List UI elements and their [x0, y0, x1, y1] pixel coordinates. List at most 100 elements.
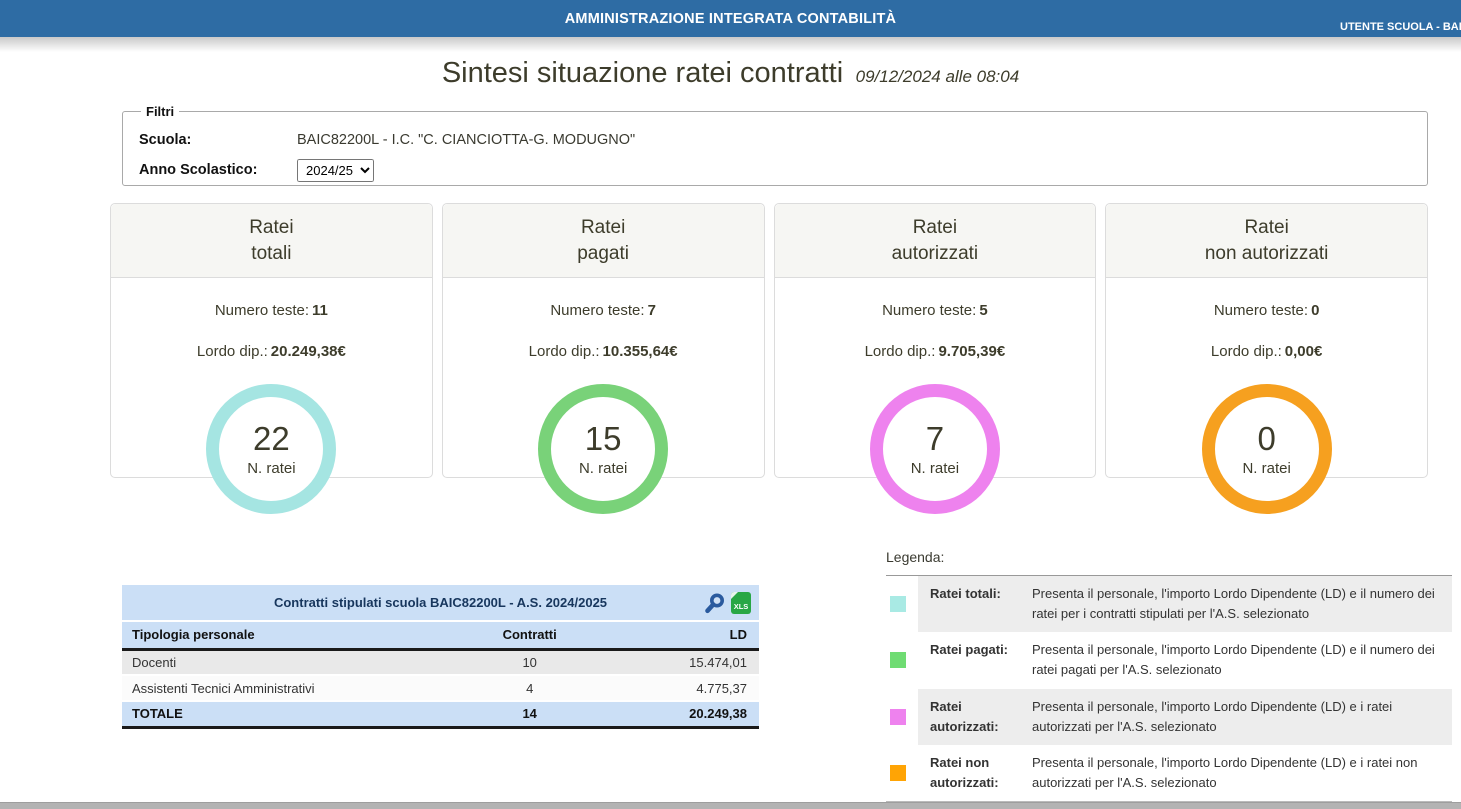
summary-cards: Ratei totali Numero teste: 11 Lordo dip.:…: [110, 203, 1428, 514]
legend-swatch-cell: [886, 688, 918, 745]
ratei-non-autorizzati-swatch: [890, 764, 906, 781]
numero-teste-label: Numero teste:: [1213, 302, 1309, 319]
lordo-dip-value: 10.355,64€: [602, 343, 678, 360]
cell-tipologia: TOTALE: [122, 701, 441, 729]
search-icon[interactable]: [703, 591, 727, 615]
ratei-count-label: N. ratei: [247, 460, 296, 478]
ratei-count: 7: [925, 419, 945, 457]
school-value: BAIC82200L - I.C. "C. CIANCIOTTA-G. MODU…: [297, 132, 636, 148]
legend-row-ratei-autorizzati: Ratei autorizzati: Presenta il personale…: [886, 688, 1452, 745]
contracts-table-title: Contratti stipulati scuola BAIC82200L - …: [273, 595, 608, 610]
card-title-line2: totali: [251, 242, 292, 264]
legend-label: Ratei totali:: [930, 586, 1001, 601]
col-header-tipologia: Tipologia personale: [122, 622, 441, 651]
lordo-dip-label: Lordo dip.:: [1210, 343, 1282, 360]
ratei-pagati-circle: 15 N. ratei: [538, 384, 669, 514]
cell-contratti: 4: [440, 675, 619, 702]
export-xls-icon[interactable]: XLS: [731, 591, 751, 614]
lordo-dip-label: Lordo dip.:: [864, 343, 936, 360]
legend-title: Legenda:: [886, 549, 945, 565]
lordo-dip-line: Lordo dip.: 9.705,39€: [775, 343, 1096, 360]
school-label: Scuola:: [139, 132, 192, 148]
cell-tipologia: Assistenti Tecnici Amministrativi: [122, 675, 441, 702]
filters-legend: Filtri: [146, 104, 175, 119]
card-title-line2: non autorizzati: [1204, 242, 1329, 264]
lordo-dip-label: Lordo dip.:: [528, 343, 600, 360]
contracts-header-row: Tipologia personale Contratti LD: [122, 622, 759, 651]
legend-row-content: Ratei non autorizzati: Presenta il perso…: [918, 745, 1452, 801]
card-ratei-non-autorizzati-header: Ratei non autorizzati: [1106, 204, 1427, 278]
numero-teste-line: Numero teste: 7: [443, 302, 764, 319]
card-ratei-non-autorizzati: Ratei non autorizzati Numero teste: 0 Lor…: [1105, 203, 1428, 514]
numero-teste-value: 0: [1311, 302, 1320, 319]
ratei-totali-swatch: [890, 596, 906, 613]
cell-contratti: 10: [440, 649, 619, 676]
legend-row-content: Ratei totali: Presenta il personale, l'i…: [918, 576, 1452, 633]
cell-tipologia: Docenti: [122, 649, 441, 676]
card-ratei-pagati-header: Ratei pagati: [442, 204, 764, 278]
ratei-count: 0: [1257, 419, 1276, 457]
legend-row-content: Ratei pagati: Presenta il personale, l'i…: [918, 632, 1452, 688]
card-ratei-totali: Ratei totali Numero teste: 11 Lordo dip.:…: [110, 203, 433, 514]
legend-label: Ratei pagati:: [930, 642, 1009, 658]
legend-swatch-cell: [886, 744, 918, 802]
numero-teste-value: 7: [647, 302, 656, 319]
card-ratei-totali-header: Ratei totali: [111, 204, 432, 278]
numero-teste-line: Numero teste: 11: [111, 302, 432, 319]
legend-swatch-cell: [886, 632, 918, 689]
filters-fieldset: Filtri Scuola: BAIC82200L - I.C. "C. CIA…: [122, 104, 1428, 186]
numero-teste-label: Numero teste:: [214, 302, 310, 319]
table-row-ata: Assistenti Tecnici Amministrativi 4 4.77…: [122, 675, 759, 702]
filter-school-row: Scuola: BAIC82200L - I.C. "C. CIANCIOTTA…: [139, 127, 1411, 153]
numero-teste-label: Numero teste:: [882, 302, 977, 319]
legend-description: Presenta il personale, l'importo Lordo D…: [1032, 698, 1393, 734]
ratei-count-label: N. ratei: [578, 460, 628, 478]
top-bar-shadow: [0, 37, 1461, 52]
lordo-dip-value: 0,00€: [1284, 343, 1323, 360]
numero-teste-line: Numero teste: 0: [1106, 302, 1427, 319]
page-title: Sintesi situazione ratei contratti: [441, 57, 844, 89]
card-title-line2: autorizzati: [891, 242, 979, 264]
col-header-contratti: Contratti: [440, 622, 619, 651]
card-title-line2: pagati: [577, 242, 630, 264]
contracts-table: Tipologia personale Contratti LD Docenti…: [122, 622, 759, 729]
xls-icon-label: XLS: [733, 601, 749, 611]
ratei-count: 15: [584, 419, 622, 457]
ratei-totali-circle: 22 N. ratei: [206, 384, 337, 514]
ratei-autorizzati-circle: 7 N. ratei: [869, 384, 1000, 514]
cell-ld: 15.474,01: [618, 649, 759, 676]
cell-contratti: 14: [440, 701, 619, 729]
card-ratei-pagati: Ratei pagati Numero teste: 7 Lordo dip.: 1…: [441, 203, 765, 514]
numero-teste-line: Numero teste: 5: [775, 302, 1096, 319]
ratei-non-autorizzati-circle: 0 N. ratei: [1201, 384, 1332, 514]
lordo-dip-value: 20.249,38€: [270, 343, 346, 360]
ratei-autorizzati-swatch: [890, 708, 906, 725]
legend-description: Presenta il personale, l'importo Lordo D…: [1032, 642, 1435, 678]
lordo-dip-value: 9.705,39€: [938, 343, 1006, 360]
ratei-count-label: N. ratei: [910, 460, 960, 478]
card-title-line1: Ratei: [580, 216, 626, 238]
legend-label: Ratei non autorizzati:: [930, 754, 999, 790]
legend-swatch-cell: [886, 576, 918, 633]
filter-year-row: Anno Scolastico: 2024/25: [139, 157, 1411, 183]
legend-row-ratei-pagati: Ratei pagati: Presenta il personale, l'i…: [886, 632, 1452, 689]
school-year-select[interactable]: 2024/25: [297, 158, 374, 182]
horizontal-scrollbar[interactable]: [0, 802, 1461, 809]
ratei-count: 22: [253, 419, 290, 457]
year-label: Anno Scolastico:: [139, 162, 258, 178]
card-title-line1: Ratei: [1244, 216, 1289, 238]
user-label: UTENTE SCUOLA - BAIC: [1340, 21, 1461, 33]
table-row-totale: TOTALE 14 20.249,38: [122, 701, 759, 729]
ratei-pagati-swatch: [890, 652, 906, 669]
lordo-dip-line: Lordo dip.: 0,00€: [1106, 343, 1427, 360]
col-header-ld: LD: [618, 622, 759, 651]
lordo-dip-line: Lordo dip.: 10.355,64€: [443, 343, 764, 360]
lordo-dip-line: Lordo dip.: 20.249,38€: [111, 343, 432, 360]
card-ratei-autorizzati-header: Ratei autorizzati: [774, 204, 1096, 278]
table-actions: XLS: [703, 591, 751, 615]
contracts-table-section: Contratti stipulati scuola BAIC82200L - …: [122, 585, 759, 729]
card-title-line1: Ratei: [912, 216, 958, 238]
table-row-docenti: Docenti 10 15.474,01: [122, 649, 759, 676]
lordo-dip-label: Lordo dip.:: [196, 343, 268, 360]
ratei-count-label: N. ratei: [1242, 460, 1291, 478]
